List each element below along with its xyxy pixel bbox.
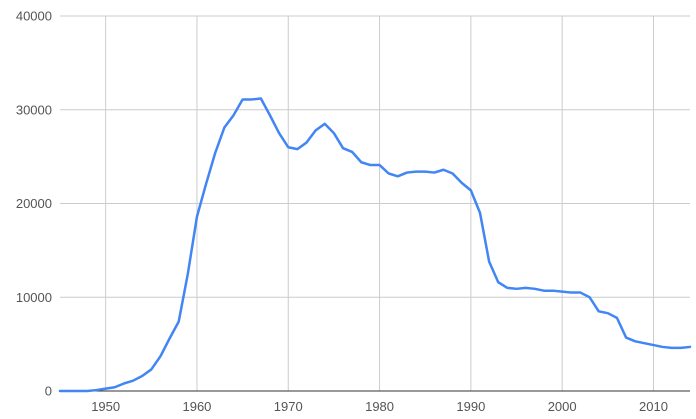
y-tick-label-40000: 40000 — [16, 9, 52, 24]
y-tick-label-20000: 20000 — [16, 196, 52, 211]
x-tick-label-1960: 1960 — [182, 399, 211, 414]
y-tick-label-0: 0 — [45, 384, 52, 399]
x-tick-label-1990: 1990 — [456, 399, 485, 414]
y-tick-label-30000: 30000 — [16, 102, 52, 117]
x-tick-label-2000: 2000 — [548, 399, 577, 414]
grid — [60, 15, 690, 391]
x-tick-label-1980: 1980 — [365, 399, 394, 414]
y-axis-labels: 0 10000 20000 30000 40000 — [16, 9, 52, 399]
series — [58, 97, 692, 393]
x-tick-label-2010: 2010 — [639, 399, 668, 414]
x-tick-label-1970: 1970 — [274, 399, 303, 414]
y-tick-label-10000: 10000 — [16, 290, 52, 305]
x-tick-label-1950: 1950 — [91, 399, 120, 414]
x-axis-labels: 1950 1960 1970 1980 1990 2000 2010 — [91, 399, 668, 414]
series-line-0 — [58, 97, 692, 393]
